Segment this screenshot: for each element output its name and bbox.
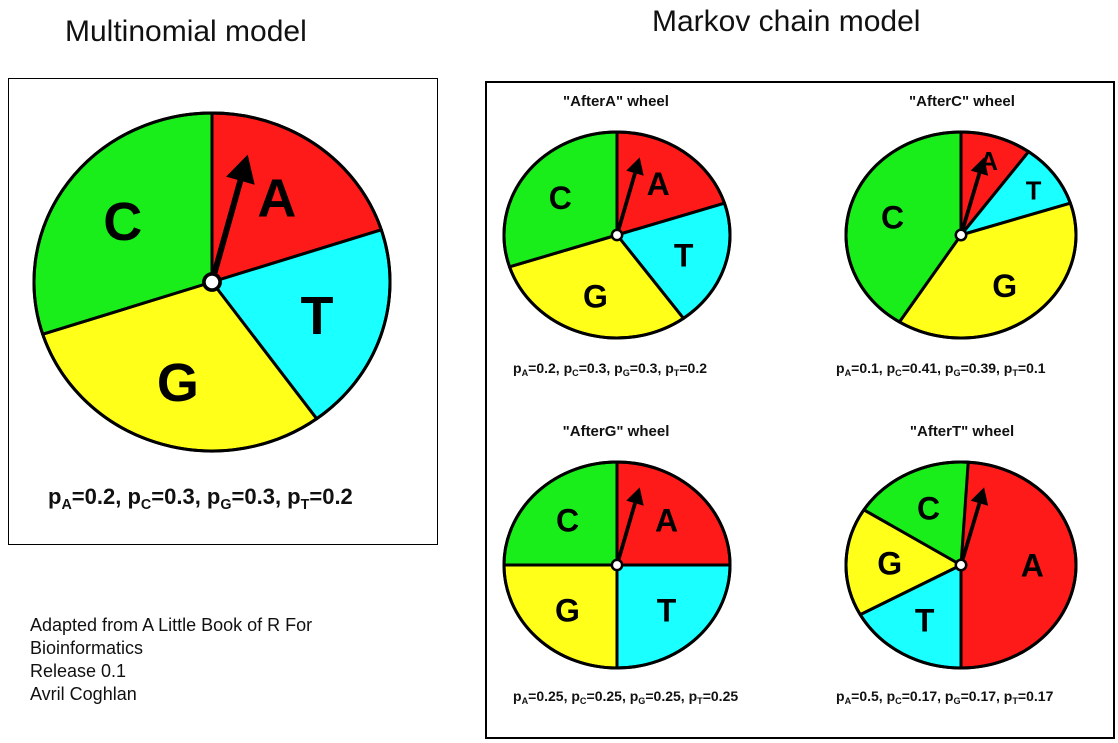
credit-line: Release 0.1 bbox=[30, 661, 127, 681]
multinomial-formula: pA=0.2, pC=0.3, pG=0.3, pT=0.2 bbox=[48, 484, 353, 513]
markov-title: Markov chain model bbox=[652, 5, 921, 38]
afterG-formula: pA=0.25, pC=0.25, pG=0.25, pT=0.25 bbox=[513, 688, 739, 707]
credit-line: Avril Coghlan bbox=[30, 684, 137, 704]
multinomial-panel bbox=[8, 78, 438, 545]
multinomial-title: Multinomial model bbox=[65, 15, 307, 48]
afterG-wheel-title: "AfterG" wheel bbox=[562, 423, 670, 440]
afterT-formula: pA=0.5, pC=0.17, pG=0.17, pT=0.17 bbox=[836, 688, 1054, 707]
credit-line: Bioinformatics bbox=[30, 638, 144, 658]
credit-text: Adapted from A Little Book of R For Bioi… bbox=[30, 614, 312, 706]
afterA-formula: pA=0.2, pC=0.3, pG=0.3, pT=0.2 bbox=[513, 360, 708, 379]
afterT-wheel-title: "AfterT" wheel bbox=[909, 423, 1015, 440]
afterC-wheel-title: "AfterC" wheel bbox=[909, 93, 1015, 110]
markov-panel bbox=[485, 81, 1115, 739]
credit-line: Adapted from A Little Book of R For bbox=[30, 615, 313, 635]
afterA-wheel-title: "AfterA" wheel bbox=[563, 93, 669, 110]
afterC-formula: pA=0.1, pC=0.41, pG=0.39, pT=0.1 bbox=[836, 360, 1046, 379]
